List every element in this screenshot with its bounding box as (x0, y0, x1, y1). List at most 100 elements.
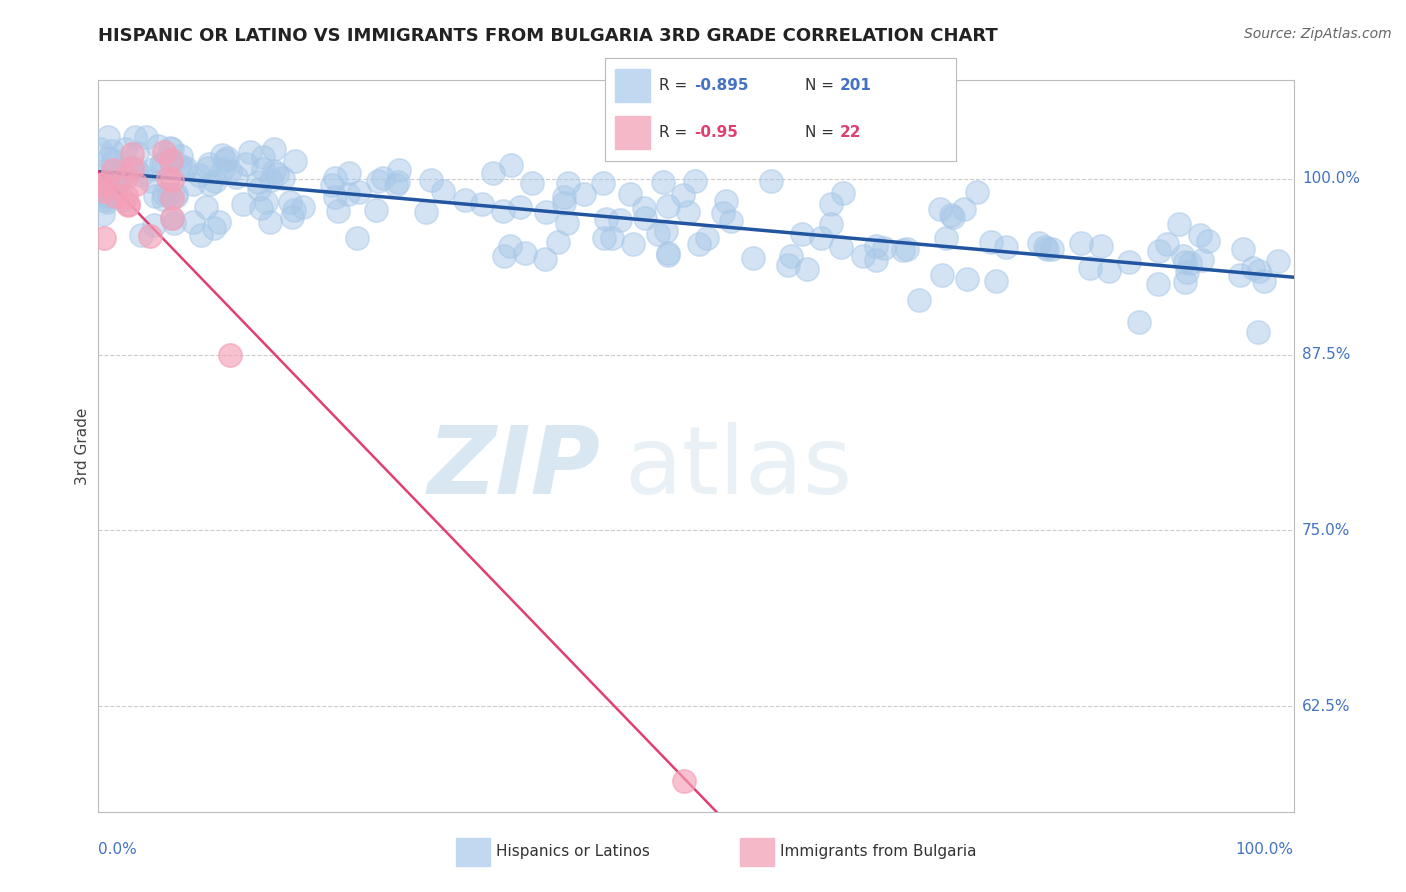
Point (204, 174, 226, 188)
Point (165, 189, 187, 203)
Point (247, 175, 270, 189)
Point (830, 240, 852, 254)
Point (323, 190, 346, 204)
Point (104, 189, 127, 203)
Point (152, 186, 174, 201)
Point (336, 187, 359, 202)
Point (160, 173, 183, 187)
Text: 22: 22 (841, 126, 862, 140)
Point (188, 168, 211, 182)
Point (778, 258, 800, 272)
Point (820, 196, 842, 211)
Point (1080, 261, 1102, 276)
Y-axis label: 3rd Grade: 3rd Grade (75, 408, 90, 484)
Point (1197, 234, 1219, 248)
Point (657, 248, 679, 262)
Point (124, 177, 146, 191)
Point (90, 178, 112, 193)
Text: -0.895: -0.895 (695, 78, 749, 93)
Point (143, 188, 166, 202)
Point (1040, 242, 1063, 256)
Point (163, 216, 186, 230)
Bar (456, 838, 489, 866)
Point (152, 157, 174, 171)
Point (271, 171, 294, 186)
Point (115, 170, 138, 185)
Point (956, 272, 979, 286)
Point (152, 145, 174, 160)
Point (673, 773, 696, 788)
Point (162, 211, 184, 225)
Point (157, 188, 180, 202)
Point (127, 145, 149, 160)
Point (592, 231, 614, 245)
Point (232, 196, 254, 211)
Point (873, 241, 896, 255)
Point (634, 211, 657, 226)
Point (1174, 255, 1197, 269)
Point (742, 251, 765, 265)
Point (121, 146, 143, 161)
Point (101, 154, 124, 169)
Point (157, 171, 180, 186)
Point (609, 213, 631, 227)
Point (980, 235, 1002, 249)
Point (115, 189, 138, 203)
Point (1241, 261, 1264, 276)
Point (254, 194, 277, 209)
Point (676, 204, 699, 219)
Point (198, 178, 221, 192)
Point (696, 230, 718, 244)
Point (509, 200, 531, 214)
Point (907, 293, 929, 307)
Point (114, 142, 136, 156)
Point (129, 168, 152, 182)
Point (190, 227, 212, 242)
Point (108, 173, 131, 187)
Point (1175, 265, 1198, 279)
Point (865, 239, 887, 253)
Point (211, 148, 233, 162)
Text: 0.0%: 0.0% (98, 842, 138, 857)
Point (93, 189, 115, 203)
Point (149, 156, 172, 170)
Point (152, 192, 174, 206)
Text: ZIP: ZIP (427, 422, 600, 514)
Point (388, 163, 411, 178)
Text: R =: R = (659, 78, 692, 93)
Point (928, 202, 950, 217)
Point (321, 178, 343, 193)
Point (865, 252, 887, 267)
Point (1028, 236, 1050, 251)
Point (1247, 264, 1270, 278)
Point (534, 252, 557, 266)
Point (101, 144, 124, 158)
Point (218, 164, 240, 178)
Point (283, 203, 305, 218)
Point (647, 227, 669, 241)
Point (387, 175, 409, 189)
Point (93, 231, 115, 245)
Point (197, 161, 219, 176)
Point (831, 186, 853, 201)
Point (557, 176, 579, 190)
Point (711, 206, 734, 220)
Point (239, 145, 262, 159)
Point (96, 176, 118, 190)
Point (966, 185, 988, 199)
Point (89, 142, 111, 156)
Point (1156, 237, 1178, 252)
Text: N =: N = (804, 126, 844, 140)
Point (212, 161, 235, 176)
Point (1070, 235, 1092, 250)
Point (165, 187, 187, 202)
Point (101, 163, 124, 178)
Point (174, 161, 197, 175)
Text: 87.5%: 87.5% (1302, 347, 1350, 362)
Text: Hispanics or Latinos: Hispanics or Latinos (496, 845, 650, 859)
Point (323, 171, 346, 186)
Point (346, 231, 368, 245)
Point (415, 204, 437, 219)
Point (553, 190, 575, 204)
Point (160, 142, 183, 156)
